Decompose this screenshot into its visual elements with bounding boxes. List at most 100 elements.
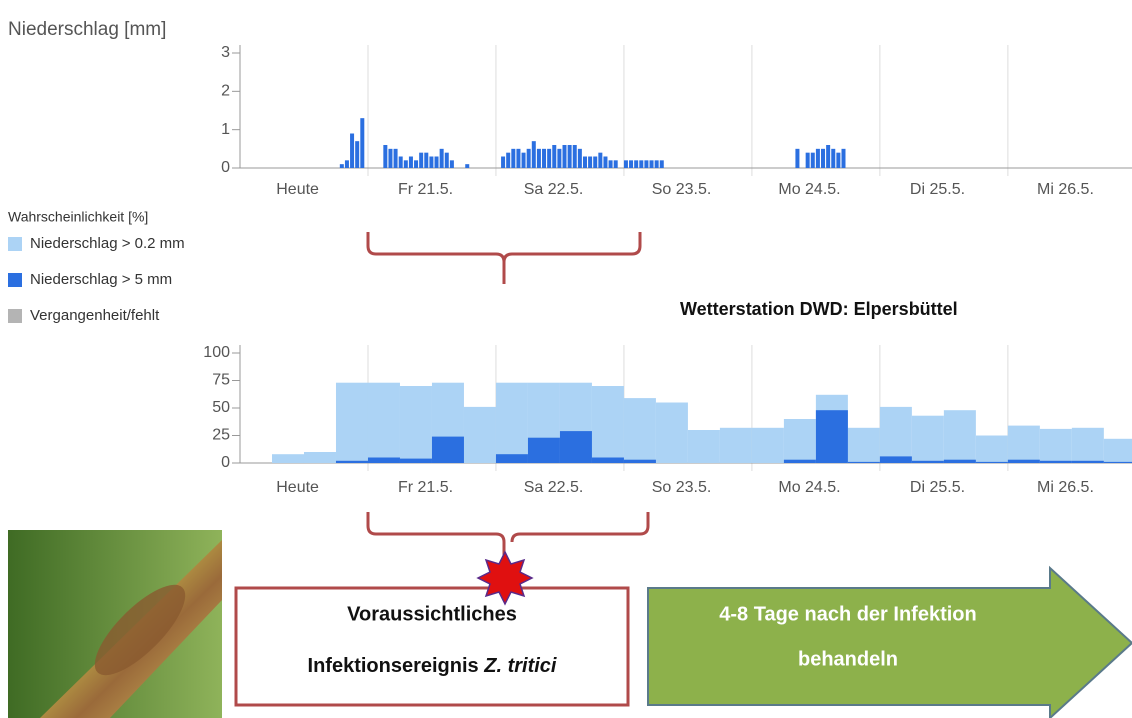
bar xyxy=(527,149,531,168)
bar xyxy=(848,428,880,463)
brace xyxy=(368,512,648,564)
legend-title: Wahrscheinlichkeit [%] xyxy=(8,209,148,225)
action-text: behandeln xyxy=(798,648,898,670)
legend-label: Vergangenheit/fehlt xyxy=(30,307,160,324)
station-label: Wetterstation DWD: Elpersbüttel xyxy=(680,299,958,319)
y-tick-label: 100 xyxy=(203,344,230,361)
bar xyxy=(720,428,752,463)
x-tick-label: Di 25.5. xyxy=(910,479,965,496)
x-tick-label: Heute xyxy=(276,479,319,496)
bar xyxy=(752,428,784,463)
bar xyxy=(1008,460,1040,463)
x-tick-label: Sa 22.5. xyxy=(524,181,584,198)
bar xyxy=(650,160,654,168)
bar xyxy=(501,157,505,169)
bar xyxy=(629,160,633,168)
event-text: Infektionsereignis Z. tritici xyxy=(308,655,557,677)
bar xyxy=(568,145,572,168)
bar xyxy=(688,430,720,463)
bar xyxy=(912,416,944,463)
bar xyxy=(912,461,944,463)
y-tick-label: 0 xyxy=(221,159,230,176)
bar xyxy=(831,149,835,168)
bar xyxy=(435,157,439,169)
bar xyxy=(563,145,567,168)
bar xyxy=(614,160,618,168)
x-tick-label: Fr 21.5. xyxy=(398,479,453,496)
bar xyxy=(639,160,643,168)
bar xyxy=(383,145,387,168)
bar xyxy=(784,460,816,463)
y-tick-label: 3 xyxy=(221,44,230,61)
chart: 0255075100HeuteFr 21.5.Sa 22.5.So 23.5.M… xyxy=(8,235,1132,496)
y-axis-label: Niederschlag [mm] xyxy=(8,19,166,40)
bar xyxy=(511,149,515,168)
bar xyxy=(841,149,845,168)
bar xyxy=(542,149,546,168)
bar xyxy=(560,431,592,463)
bar xyxy=(573,145,577,168)
x-tick-label: So 23.5. xyxy=(652,181,712,198)
bar xyxy=(578,149,582,168)
x-tick-label: Mo 24.5. xyxy=(778,181,840,198)
bar xyxy=(506,153,510,168)
bar xyxy=(655,160,659,168)
bar xyxy=(880,456,912,463)
bar xyxy=(836,153,840,168)
bar xyxy=(821,149,825,168)
bar xyxy=(1072,461,1104,463)
y-tick-label: 1 xyxy=(221,121,230,138)
legend-swatch xyxy=(8,273,22,287)
bar xyxy=(496,383,528,463)
bar xyxy=(547,149,551,168)
bar xyxy=(516,149,520,168)
bar xyxy=(522,153,526,168)
bar xyxy=(528,438,560,463)
leaf-photo xyxy=(8,530,222,718)
bar xyxy=(552,145,556,168)
bar xyxy=(419,153,423,168)
bar xyxy=(399,157,403,169)
bar xyxy=(1040,429,1072,463)
bar xyxy=(634,160,638,168)
bar xyxy=(592,386,624,463)
bar xyxy=(583,157,587,169)
action-text: 4-8 Tage nach der Infektion xyxy=(719,603,976,625)
bar xyxy=(944,410,976,463)
event-species: Z. tritici xyxy=(483,655,557,677)
bar xyxy=(340,164,344,168)
bar xyxy=(1008,426,1040,463)
legend-swatch xyxy=(8,237,22,251)
bar xyxy=(588,157,592,169)
y-tick-label: 50 xyxy=(212,399,230,416)
bar xyxy=(368,383,400,463)
bar xyxy=(496,454,528,463)
bar xyxy=(464,407,496,463)
bar xyxy=(388,149,392,168)
brace xyxy=(368,232,640,284)
bar xyxy=(880,407,912,463)
bar xyxy=(603,157,607,169)
y-tick-label: 25 xyxy=(212,427,230,444)
bar xyxy=(624,460,656,463)
bar xyxy=(336,383,368,463)
x-tick-label: Mo 24.5. xyxy=(778,479,840,496)
bar xyxy=(440,149,444,168)
bar xyxy=(644,160,648,168)
bar xyxy=(816,410,848,463)
y-tick-label: 75 xyxy=(212,372,230,389)
x-tick-label: Di 25.5. xyxy=(910,181,965,198)
x-tick-label: Mi 26.5. xyxy=(1037,479,1094,496)
bar xyxy=(432,437,464,463)
bar xyxy=(465,164,469,168)
bar xyxy=(400,459,432,463)
event-text: Voraussichtliches xyxy=(347,603,517,625)
bar xyxy=(445,153,449,168)
bar xyxy=(624,398,656,463)
page: Niederschlag [mm] Wahrscheinlichkeit [%]… xyxy=(0,0,1132,718)
bar xyxy=(1104,439,1132,463)
bar xyxy=(609,160,613,168)
legend-swatch xyxy=(8,309,22,323)
bar xyxy=(304,452,336,463)
x-tick-label: Heute xyxy=(276,181,319,198)
